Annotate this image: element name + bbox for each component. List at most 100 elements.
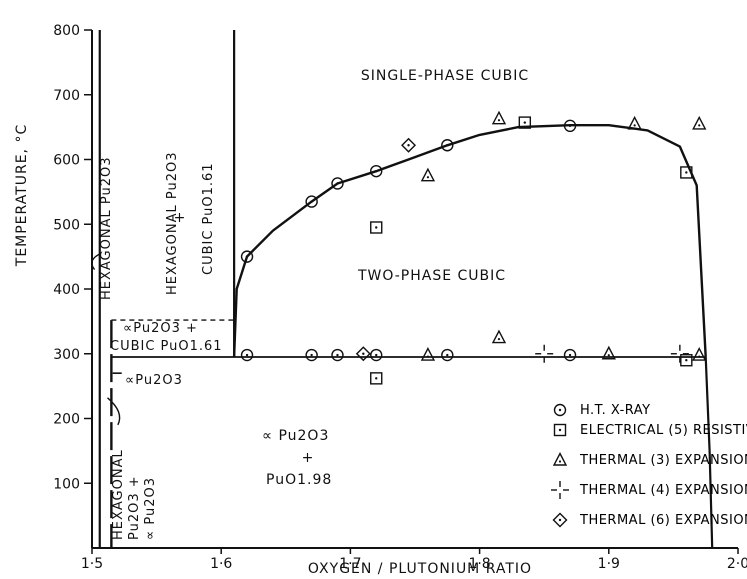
data-point xyxy=(370,164,383,178)
marker-triangle xyxy=(601,345,616,360)
data-point xyxy=(563,119,577,133)
data-point xyxy=(627,115,642,130)
marker-dot xyxy=(698,124,701,127)
data-point xyxy=(491,110,507,125)
data-point xyxy=(441,139,454,152)
data-point xyxy=(370,221,383,234)
data-point xyxy=(692,115,707,130)
y-tick-label: 300 xyxy=(53,347,80,363)
data-point xyxy=(305,348,318,362)
marker-dot xyxy=(446,353,449,357)
legend-symbol xyxy=(552,451,568,466)
marker-dot xyxy=(568,124,572,128)
region-two-phase: TWO-PHASE CUBIC xyxy=(357,268,506,284)
series-2 xyxy=(420,110,707,361)
marker-dot xyxy=(568,353,572,357)
marker-diamond xyxy=(552,512,568,528)
data-point xyxy=(370,372,383,385)
data-point xyxy=(420,167,436,182)
x-tick-label: 1·8 xyxy=(468,556,490,572)
y-tick-label: 100 xyxy=(53,476,80,492)
marker-circle xyxy=(563,119,577,133)
marker-dot xyxy=(497,337,501,341)
marker-circle xyxy=(305,195,318,208)
region-alpha-cubic-line2: CUBIC PuO1.61 xyxy=(110,339,223,354)
legend-symbol xyxy=(553,423,567,437)
series-0 xyxy=(240,119,577,362)
marker-dot xyxy=(558,518,562,522)
data-point xyxy=(518,116,532,129)
region-hex-alpha-line2: Pu2O3 + xyxy=(127,475,142,540)
data-point xyxy=(692,347,707,361)
marker-dot xyxy=(336,182,339,185)
marker-circle xyxy=(553,403,567,417)
marker-dot xyxy=(558,460,562,463)
region-hex-cubic-plus: + xyxy=(174,210,187,226)
marker-dot xyxy=(698,355,701,358)
y-tick-label: 500 xyxy=(53,217,80,233)
marker-dot xyxy=(336,353,339,357)
data-point xyxy=(240,348,254,362)
marker-triangle xyxy=(692,347,707,361)
marker-dot xyxy=(558,408,562,412)
marker-square xyxy=(680,354,693,367)
marker-circle xyxy=(331,348,344,362)
data-point xyxy=(420,347,436,361)
marker-square xyxy=(518,116,532,129)
boundary-right-close xyxy=(704,356,714,549)
data-point xyxy=(680,166,693,179)
marker-dot xyxy=(685,171,688,174)
marker-circle xyxy=(240,250,254,263)
data-point xyxy=(331,348,344,362)
data-point xyxy=(670,344,689,363)
series-4 xyxy=(355,137,417,362)
marker-triangle xyxy=(627,115,642,130)
boundary-dome xyxy=(232,124,707,358)
region-alpha-cubic-line1: ∝Pu2O3 + xyxy=(123,321,198,336)
legend-label-thermal-3: THERMAL (3) EXPANSION xyxy=(579,453,747,468)
data-point xyxy=(305,195,318,208)
marker-dot xyxy=(426,176,430,179)
legend-label-thermal-4: THERMAL (4) EXPANSION xyxy=(579,483,747,498)
legend-label-electrical: ELECTRICAL (5) RESISTIVITY xyxy=(580,423,747,438)
marker-square xyxy=(553,423,567,437)
x-tick-label: 1·5 xyxy=(81,556,103,572)
marker-dot xyxy=(446,144,449,147)
marker-square xyxy=(370,221,383,234)
y-tick-label: 600 xyxy=(53,153,80,169)
marker-circle xyxy=(331,177,344,190)
marker-triangle xyxy=(491,329,507,344)
marker-dot xyxy=(245,255,249,258)
y-tick-label: 400 xyxy=(53,282,80,298)
marker-dot xyxy=(523,121,527,124)
region-alpha-pu2o3: ∝Pu2O3 xyxy=(125,373,183,388)
phase-boundaries xyxy=(91,30,714,549)
region-low-line1: ∝ Pu2O3 xyxy=(262,428,329,444)
marker-triangle xyxy=(491,110,507,125)
marker-dot xyxy=(375,353,378,357)
legend-item-thermal-4: THERMAL (4) EXPANSION xyxy=(551,481,747,499)
marker-triangle xyxy=(420,347,436,361)
leader-hex-pu2o3 xyxy=(91,252,102,271)
legend-item-xray: H.T. X-RAY xyxy=(553,403,650,418)
legend-symbol xyxy=(551,481,569,499)
region-hex-cubic-line1: HEXAGONAL Pu2O3 xyxy=(165,152,180,295)
legend-item-electrical: ELECTRICAL (5) RESISTIVITY xyxy=(553,423,747,438)
marker-dot xyxy=(375,377,378,380)
y-tick-label: 200 xyxy=(53,412,80,428)
series-1 xyxy=(370,116,693,385)
region-hex-cubic-line2: CUBIC PuO1.61 xyxy=(201,162,216,275)
marker-square xyxy=(370,372,383,385)
marker-circle xyxy=(441,139,454,152)
marker-diamond xyxy=(355,346,371,362)
marker-triangle xyxy=(692,115,707,130)
legend-item-thermal-3: THERMAL (3) EXPANSION xyxy=(552,451,747,468)
x-tick-label: 1·6 xyxy=(210,556,232,572)
marker-dot xyxy=(558,428,562,432)
data-point xyxy=(370,348,383,362)
region-single-phase: SINGLE-PHASE CUBIC xyxy=(361,68,529,84)
marker-dot xyxy=(375,226,378,229)
x-tick-label: 2·0 xyxy=(727,556,747,572)
data-point xyxy=(601,345,616,360)
legend-symbol xyxy=(553,403,567,417)
